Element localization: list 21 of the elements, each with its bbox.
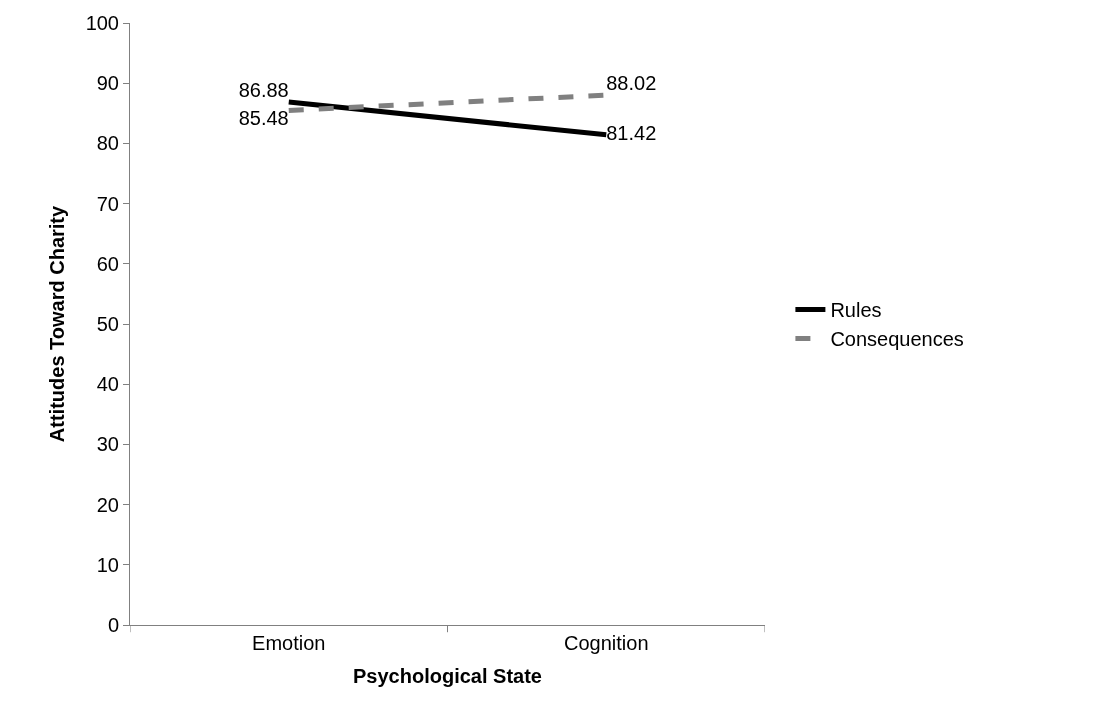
x-tick-label: Emotion bbox=[252, 632, 326, 654]
x-axis-title: Psychological State bbox=[353, 664, 542, 687]
x-tick-label: Cognition bbox=[563, 632, 649, 654]
y-tick-label: 0 bbox=[107, 614, 119, 636]
y-tick-label: 30 bbox=[96, 433, 119, 456]
legend-label: Rules bbox=[830, 299, 882, 322]
y-tick-label: 20 bbox=[96, 493, 119, 516]
legend-label: Consequences bbox=[830, 328, 964, 351]
y-tick-label: 100 bbox=[85, 12, 119, 34]
data-label: 86.88 bbox=[238, 78, 289, 101]
y-tick-label: 60 bbox=[96, 252, 119, 275]
y-tick-label: 80 bbox=[96, 132, 119, 155]
data-label: 81.42 bbox=[606, 121, 657, 144]
y-tick-label: 40 bbox=[96, 373, 119, 396]
y-tick-label: 50 bbox=[96, 313, 119, 335]
y-tick-label: 70 bbox=[96, 192, 119, 215]
y-axis-title: Attitudes Toward Charity bbox=[46, 204, 69, 443]
y-tick-label: 90 bbox=[96, 72, 119, 95]
y-tick-label: 10 bbox=[96, 553, 119, 576]
data-label: 88.02 bbox=[606, 72, 657, 95]
data-label: 85.48 bbox=[238, 107, 289, 130]
